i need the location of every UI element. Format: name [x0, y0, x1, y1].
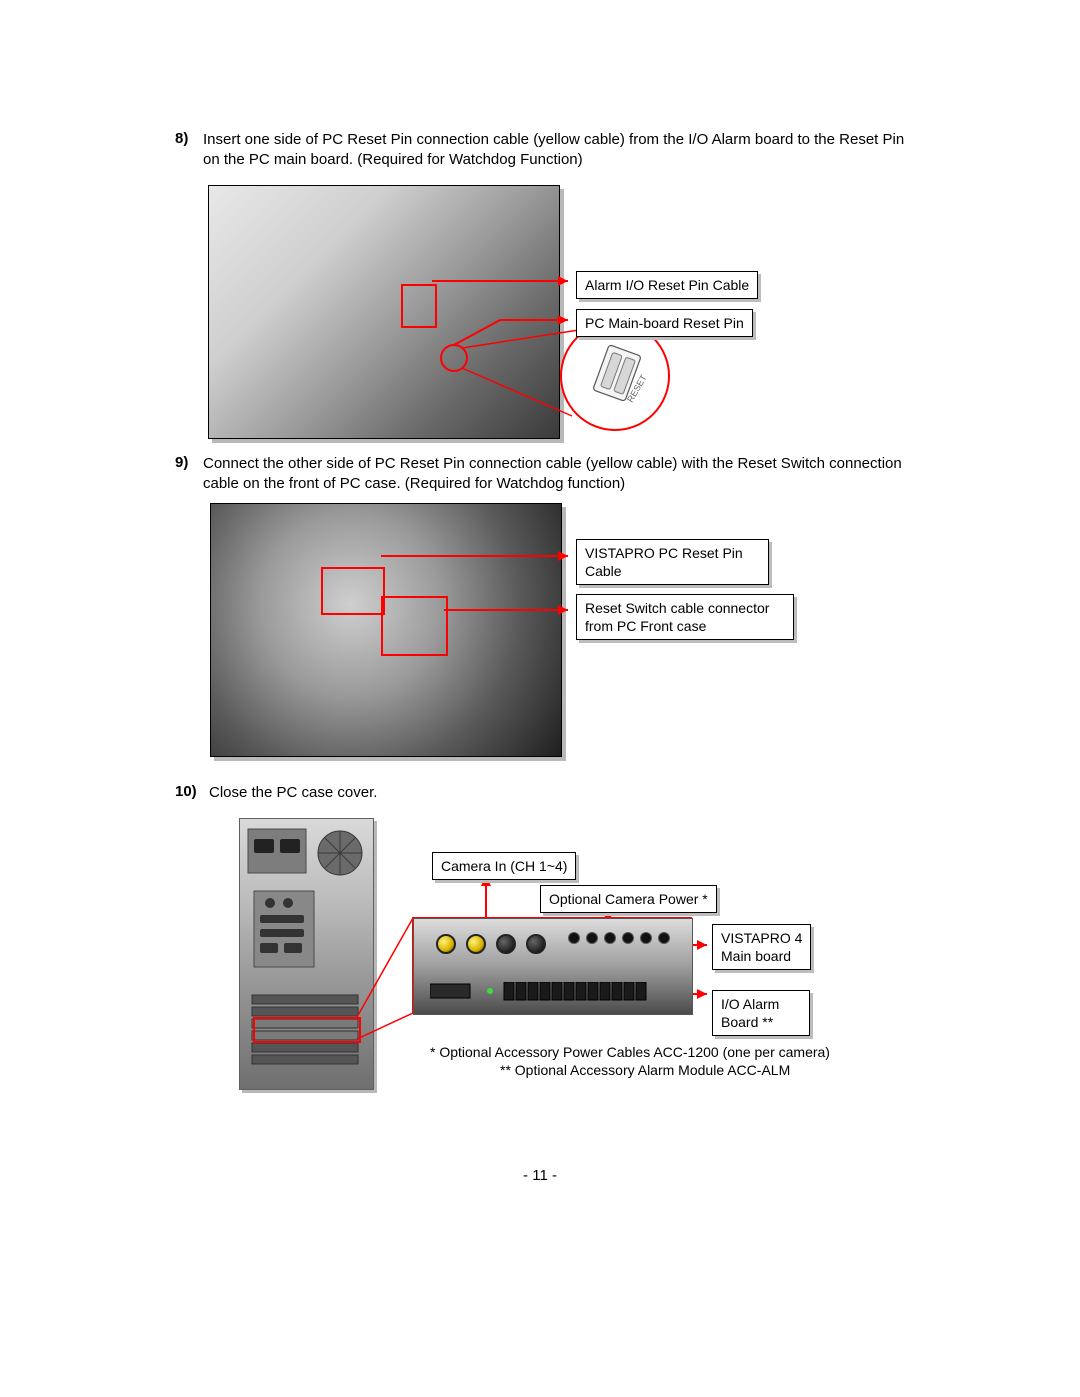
tower-back-illustration [240, 819, 373, 1089]
step-9: 9) Connect the other side of PC Reset Pi… [175, 454, 905, 495]
fig2-callout-a: VISTAPRO PC Reset Pin Cable [576, 539, 769, 585]
step-10-num: 10) [175, 783, 209, 800]
figure-3-tower [239, 818, 374, 1090]
step-8-text: Insert one side of PC Reset Pin connecti… [203, 130, 905, 171]
fig3-callout-power: Optional Camera Power * [540, 885, 717, 913]
fig2-highlight-b [381, 596, 448, 656]
pwr-pin [586, 932, 598, 944]
pwr-pin [658, 932, 670, 944]
rca-connectors [436, 934, 546, 954]
io-terminal-strip [430, 982, 675, 1002]
step-9-num: 9) [175, 454, 203, 471]
step-10-text: Close the PC case cover. [209, 783, 377, 803]
rca-4 [526, 934, 546, 954]
footnote-2: ** Optional Accessory Alarm Module ACC-A… [500, 1062, 790, 1078]
page-number: - 11 - [0, 1167, 1080, 1184]
fig3-callout-mainboard: VISTAPRO 4 Main board [712, 924, 811, 970]
rca-1 [436, 934, 456, 954]
pwr-pin [568, 932, 580, 944]
step-10: 10) Close the PC case cover. [175, 783, 905, 803]
fig1-highlight-rect [401, 284, 437, 328]
reset-pin-illustration: RESET [562, 323, 668, 429]
fig3-callout-camera: Camera In (CH 1~4) [432, 852, 576, 880]
footnote-1: * Optional Accessory Power Cables ACC-12… [430, 1044, 830, 1060]
rca-3 [496, 934, 516, 954]
fig2-callout-b: Reset Switch cable connector from PC Fro… [576, 594, 794, 640]
step-8: 8) Insert one side of PC Reset Pin conne… [175, 130, 905, 171]
figure-1-photo [208, 185, 560, 439]
page: 8) Insert one side of PC Reset Pin conne… [0, 0, 1080, 1397]
pwr-pin [640, 932, 652, 944]
fig1-callout-a: Alarm I/O Reset Pin Cable [576, 271, 758, 299]
fig2-highlight-a [321, 567, 385, 615]
fig3-callout-ioalarm: I/O Alarm Board ** [712, 990, 810, 1036]
rca-2 [466, 934, 486, 954]
pwr-pin [604, 932, 616, 944]
fig1-detail-circle: RESET [560, 321, 670, 431]
step-8-num: 8) [175, 130, 203, 147]
step-9-text: Connect the other side of PC Reset Pin c… [203, 454, 905, 495]
power-pins [568, 932, 670, 944]
pwr-pin [622, 932, 634, 944]
fig3-src-highlight [253, 1017, 361, 1043]
fig1-callout-b: PC Main-board Reset Pin [576, 309, 753, 337]
